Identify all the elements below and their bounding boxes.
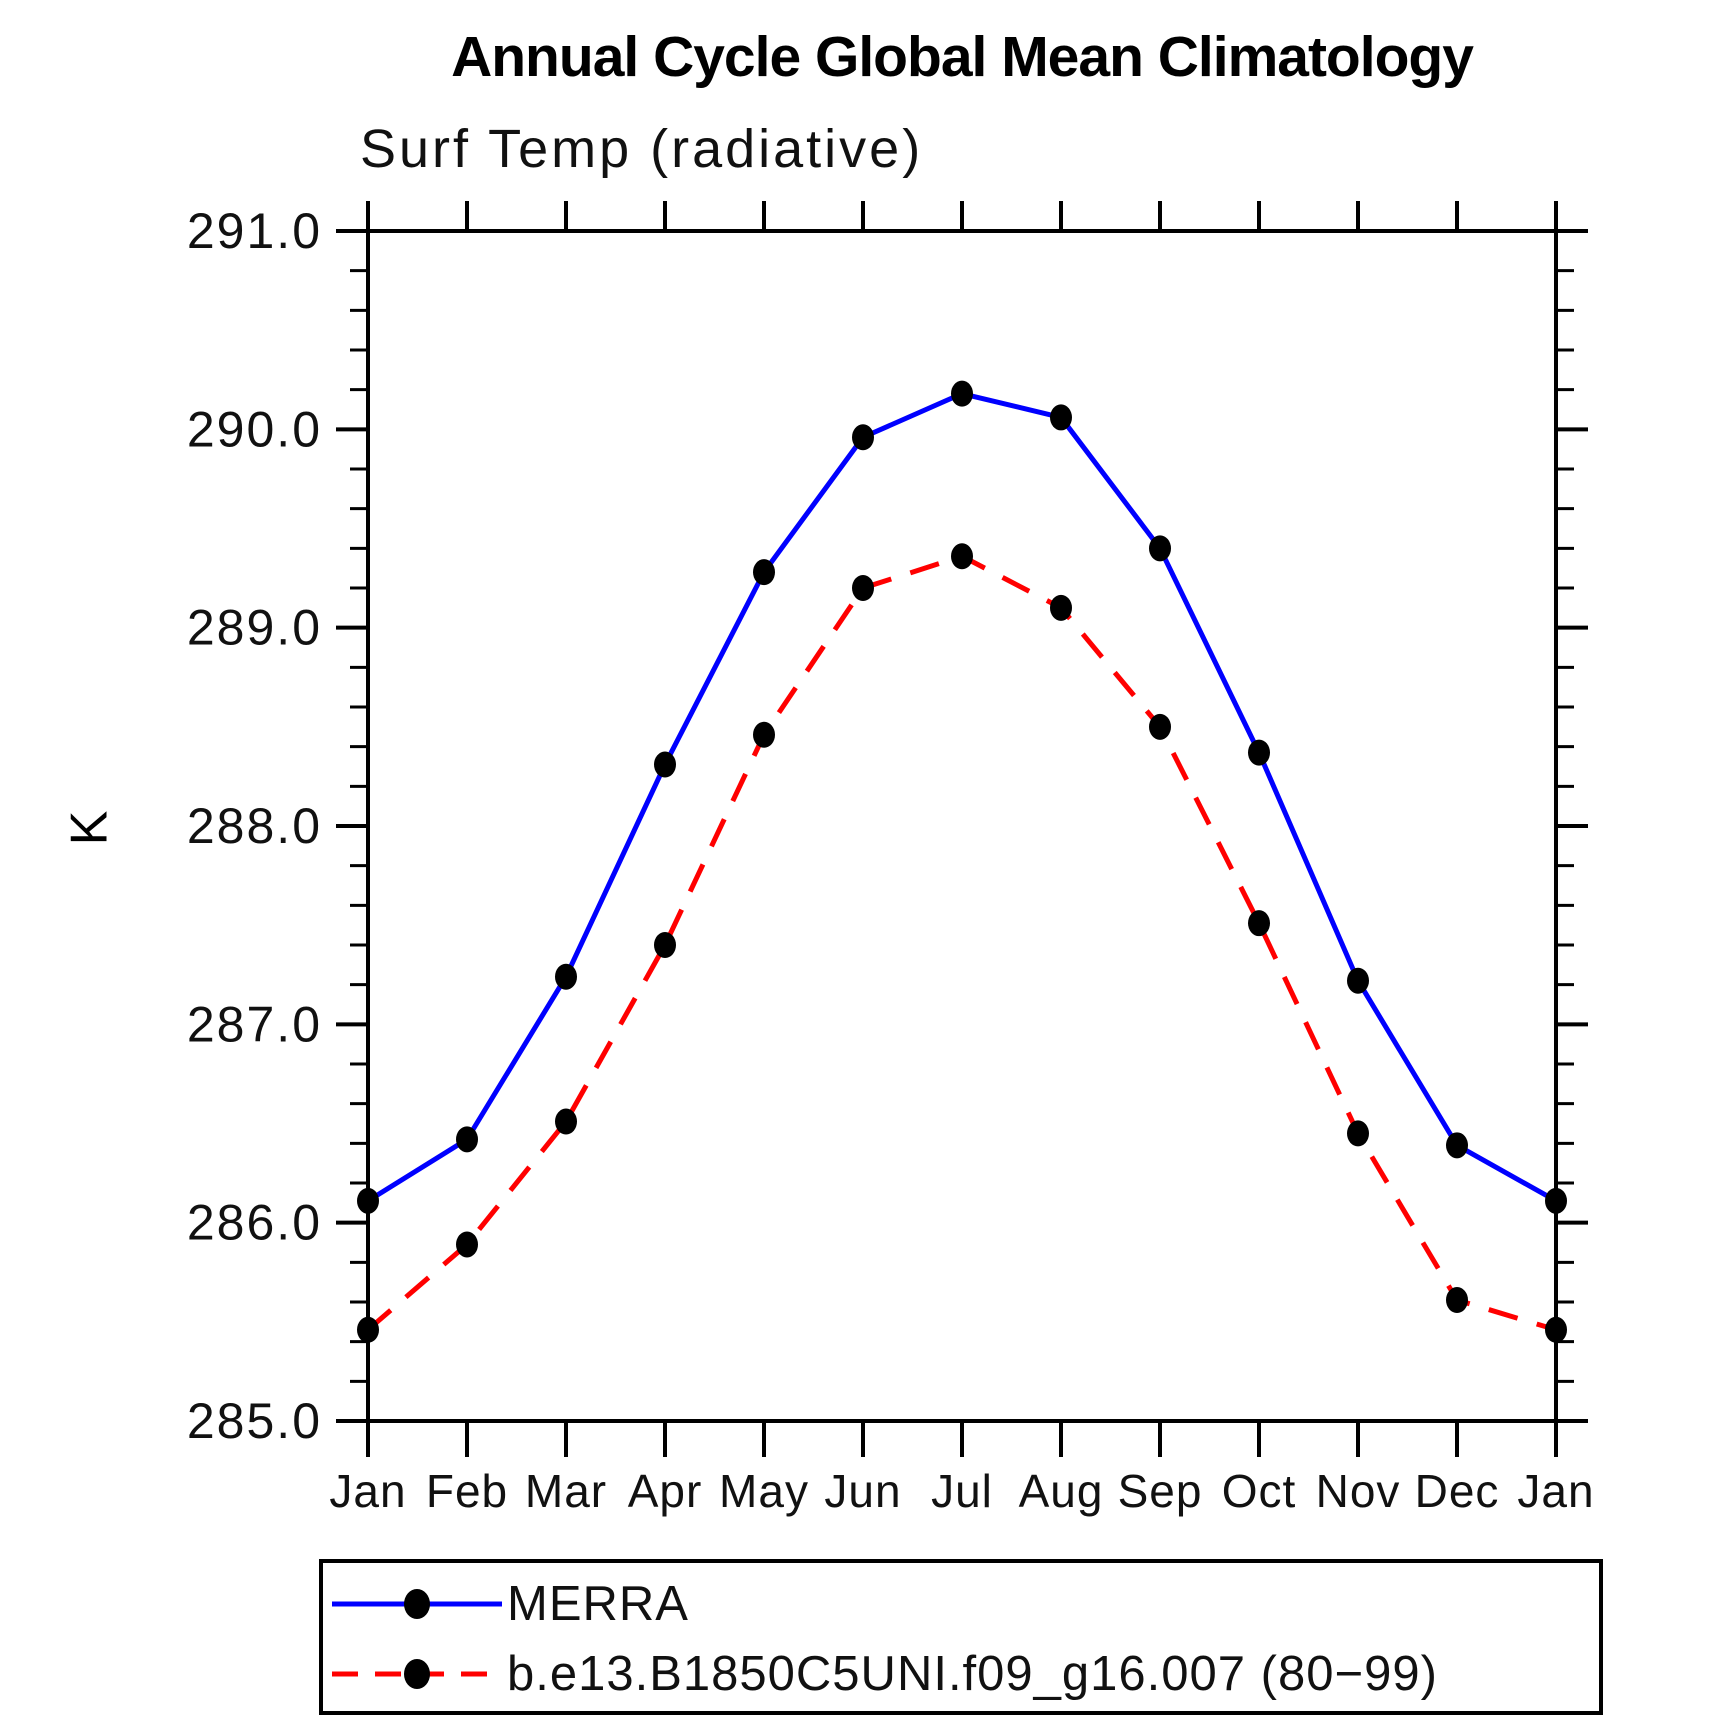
x-tick-label: Jul bbox=[931, 1465, 993, 1517]
data-point-marker bbox=[654, 751, 676, 778]
data-point-marker bbox=[1248, 739, 1270, 766]
data-point-marker bbox=[555, 1108, 577, 1135]
data-point-marker bbox=[1545, 1187, 1567, 1214]
chart-subtitle: Surf Temp (radiative) bbox=[360, 119, 924, 179]
x-tick-label: Apr bbox=[628, 1465, 703, 1517]
legend: MERRA b.e13.B1850C5UNI.f09_g16.007 (80−9… bbox=[319, 1559, 1603, 1715]
x-tick-label: Jan bbox=[1517, 1465, 1594, 1517]
x-tick-label: Jan bbox=[329, 1465, 406, 1517]
legend-label-model: b.e13.B1850C5UNI.f09_g16.007 (80−99) bbox=[507, 1647, 1438, 1701]
data-point-marker bbox=[1545, 1316, 1567, 1343]
x-tick-label: Dec bbox=[1415, 1465, 1500, 1517]
x-tick-label: Mar bbox=[525, 1465, 607, 1517]
legend-marker-dot bbox=[404, 1659, 430, 1689]
data-point-marker bbox=[1347, 1120, 1369, 1147]
legend-line-sample-dashed bbox=[332, 1659, 502, 1689]
x-tick-label: Aug bbox=[1019, 1465, 1104, 1517]
data-point-marker bbox=[1347, 967, 1369, 994]
y-tick-label: 287.0 bbox=[187, 996, 322, 1052]
data-point-marker bbox=[456, 1231, 478, 1258]
series-line-1 bbox=[366, 553, 1557, 1333]
data-point-marker bbox=[357, 1316, 379, 1343]
x-tick-label: Oct bbox=[1222, 1465, 1297, 1517]
y-tick-label: 288.0 bbox=[187, 798, 322, 854]
y-tick-label: 291.0 bbox=[187, 203, 322, 259]
y-tick-label: 286.0 bbox=[187, 1195, 322, 1251]
y-tick-label: 285.0 bbox=[187, 1393, 322, 1449]
data-point-marker bbox=[1446, 1132, 1468, 1159]
data-point-marker bbox=[1050, 594, 1072, 621]
data-point-marker bbox=[951, 380, 973, 407]
y-tick-label: 290.0 bbox=[187, 401, 322, 457]
x-tick-label: Nov bbox=[1316, 1465, 1401, 1517]
data-point-marker bbox=[1149, 535, 1171, 562]
x-tick-label: Jun bbox=[824, 1465, 901, 1517]
plot-frame bbox=[366, 229, 1558, 1423]
y-tick-label: 289.0 bbox=[187, 600, 322, 656]
legend-entry-merra: MERRA bbox=[331, 1575, 689, 1633]
data-point-marker bbox=[654, 932, 676, 958]
legend-marker-dot bbox=[404, 1589, 430, 1619]
data-point-marker bbox=[1446, 1287, 1468, 1314]
legend-entry-model: b.e13.B1850C5UNI.f09_g16.007 (80−99) bbox=[331, 1645, 1438, 1703]
data-point-marker bbox=[456, 1126, 478, 1153]
series-line-0 bbox=[366, 391, 1558, 1204]
data-point-marker bbox=[753, 559, 775, 586]
chart-title: Annual Cycle Global Mean Climatology bbox=[451, 25, 1474, 89]
data-point-marker bbox=[951, 543, 973, 570]
data-point-marker bbox=[753, 721, 775, 748]
data-point-marker bbox=[852, 575, 874, 601]
legend-line-sample-solid bbox=[332, 1589, 502, 1619]
x-tick-label: Sep bbox=[1118, 1465, 1203, 1517]
x-tick-label: Feb bbox=[426, 1465, 508, 1517]
x-tick-label: May bbox=[719, 1465, 809, 1517]
data-point-marker bbox=[357, 1187, 379, 1214]
data-point-marker bbox=[555, 963, 577, 990]
data-point-marker bbox=[1050, 404, 1072, 431]
data-point-marker bbox=[1149, 713, 1171, 740]
legend-label-merra: MERRA bbox=[507, 1577, 689, 1631]
data-point-marker bbox=[852, 424, 874, 451]
data-point-marker bbox=[1248, 910, 1270, 937]
